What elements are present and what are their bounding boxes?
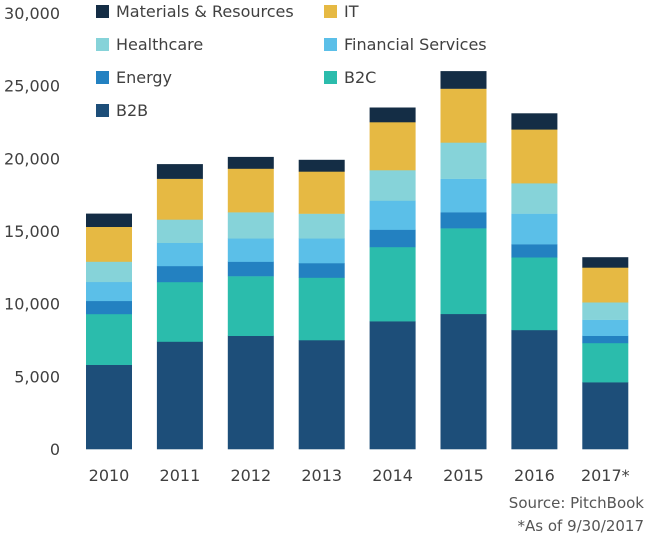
bar-energy-2014 (369, 229, 416, 248)
bar-energy-2015 (440, 212, 487, 229)
bar-b2b-2014 (369, 321, 416, 450)
bar-financial-services-2017 (582, 319, 629, 336)
bar-healthcare-2012 (227, 212, 274, 239)
legend-label-energy: Energy (116, 68, 172, 87)
legend: Materials & Resources IT Healthcare Financi… (96, 2, 487, 120)
legend-label-b2b: B2B (116, 101, 148, 120)
y-tick-label-5: 25,000 (4, 77, 60, 96)
bar-b2c-2010 (86, 313, 132, 365)
bar-energy-2010 (86, 300, 132, 315)
legend-label-materials-resources: Materials & Resources (116, 2, 294, 21)
bar-financial-services-2015 (440, 178, 487, 213)
as-of-note: *As of 9/30/2017 (517, 517, 644, 535)
bar-b2b-2010 (86, 364, 132, 450)
bar-healthcare-2015 (440, 142, 487, 179)
bar-energy-2016 (511, 244, 558, 258)
bar-financial-services-2013 (298, 238, 345, 264)
bar-financial-services-2010 (86, 281, 132, 302)
y-tick-label-3: 15,000 (4, 222, 60, 241)
bar-b2c-2015 (440, 228, 487, 315)
bar-it-2016 (511, 129, 558, 184)
x-tick-label-2012: 2012 (230, 466, 271, 485)
x-tick-label-2010: 2010 (89, 466, 130, 485)
bar-energy-2011 (156, 265, 203, 283)
bar-healthcare-2011 (156, 219, 203, 243)
bar-b2b-2013 (298, 340, 345, 450)
bar-healthcare-2017 (582, 302, 629, 320)
bar-b2c-2012 (227, 276, 274, 336)
legend-swatch-healthcare (96, 38, 109, 51)
bar-it-2010 (86, 226, 132, 262)
legend-label-healthcare: Healthcare (116, 35, 203, 54)
bar-healthcare-2010 (86, 261, 132, 283)
bar-financial-services-2011 (156, 242, 203, 267)
bar-b2b-2017 (582, 382, 629, 450)
bar-it-2014 (369, 122, 416, 171)
bar-financial-services-2012 (227, 238, 274, 262)
bar-materials-resources-2014 (369, 107, 416, 123)
x-tick-label-2013: 2013 (301, 466, 342, 485)
x-tick-label-2015: 2015 (443, 466, 484, 485)
legend-label-financial-services: Financial Services (344, 35, 487, 54)
bars (86, 71, 629, 450)
legend-label-it: IT (344, 2, 359, 21)
x-tick-label-2017: 2017* (581, 466, 630, 485)
legend-swatch-materials-resources (96, 5, 109, 18)
bar-materials-resources-2016 (511, 113, 558, 130)
bar-financial-services-2014 (369, 200, 416, 230)
bar-b2c-2011 (156, 281, 203, 342)
y-axis: 0 5,000 10,000 15,000 20,000 25,000 30,000 (4, 4, 60, 459)
bar-materials-resources-2012 (227, 156, 274, 169)
bar-energy-2017 (582, 335, 629, 344)
legend-label-b2c: B2C (344, 68, 376, 87)
legend-swatch-b2c (324, 71, 337, 84)
legend-swatch-financial-services (324, 38, 337, 51)
bar-b2c-2014 (369, 247, 416, 322)
bar-materials-resources-2010 (86, 213, 132, 227)
x-axis: 2010 2011 2012 2013 2014 2015 2016 2017* (89, 466, 630, 485)
x-tick-label-2014: 2014 (372, 466, 413, 485)
x-tick-label-2011: 2011 (160, 466, 201, 485)
bar-energy-2013 (298, 263, 345, 278)
bar-b2c-2017 (582, 342, 629, 383)
legend-swatch-it (324, 5, 337, 18)
bar-materials-resources-2017 (582, 257, 629, 268)
y-tick-label-4: 20,000 (4, 149, 60, 168)
bar-b2c-2016 (511, 257, 558, 331)
bar-b2b-2012 (227, 335, 274, 450)
legend-swatch-b2b (96, 104, 109, 117)
bar-energy-2012 (227, 261, 274, 277)
y-tick-label-6: 30,000 (4, 4, 60, 23)
source-note: Source: PitchBook (508, 494, 644, 512)
bar-it-2011 (156, 178, 203, 220)
bar-materials-resources-2011 (156, 164, 203, 179)
bar-it-2013 (298, 171, 345, 214)
x-tick-label-2016: 2016 (514, 466, 555, 485)
bar-b2c-2013 (298, 277, 345, 341)
bar-materials-resources-2015 (440, 71, 487, 89)
bar-b2b-2016 (511, 329, 558, 450)
bar-healthcare-2013 (298, 213, 345, 239)
bar-it-2015 (440, 88, 487, 143)
y-tick-label-2: 10,000 (4, 295, 60, 314)
bar-it-2017 (582, 267, 629, 303)
bar-materials-resources-2013 (298, 159, 345, 172)
bar-financial-services-2016 (511, 213, 558, 245)
y-tick-label-0: 0 (50, 440, 60, 459)
y-tick-label-1: 5,000 (14, 367, 60, 386)
bar-healthcare-2014 (369, 170, 416, 201)
bar-it-2012 (227, 168, 274, 213)
bar-healthcare-2016 (511, 183, 558, 214)
bar-b2b-2011 (156, 341, 203, 450)
legend-swatch-energy (96, 71, 109, 84)
bar-b2b-2015 (440, 313, 487, 450)
